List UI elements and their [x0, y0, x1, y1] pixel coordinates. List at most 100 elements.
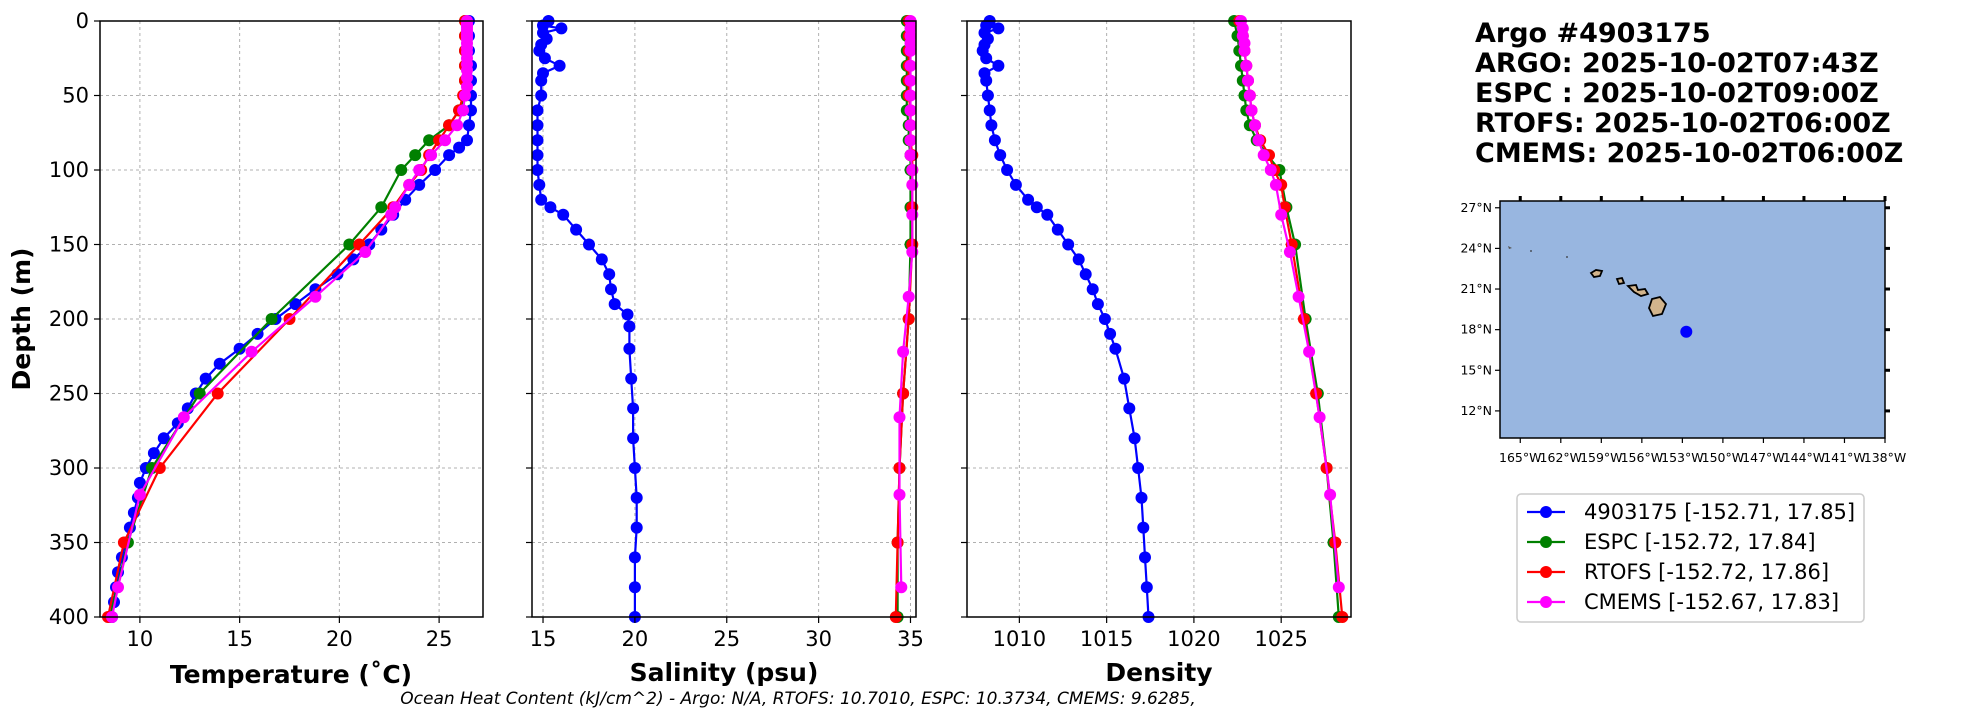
depth-ytick-label: 250	[49, 382, 89, 406]
density-argo-point	[1009, 178, 1022, 191]
salinity-argo-point	[555, 22, 568, 35]
density-cmems-point	[1245, 104, 1258, 117]
salinity-argo-point	[623, 342, 636, 355]
salinity-rtofs-point	[897, 387, 910, 400]
density-argo-point	[1128, 432, 1141, 445]
density-cmems-line	[1239, 20, 1340, 588]
density-xtick-label: 1020	[1167, 627, 1220, 651]
salinity-cmems-point	[904, 104, 917, 117]
temperature-cmems-point	[403, 178, 416, 191]
density-argo-point	[1041, 208, 1054, 221]
density-argo-point	[1001, 164, 1014, 176]
density-argo-point	[1137, 521, 1150, 534]
density-argo-point	[1098, 313, 1111, 325]
temperature-espc-point	[265, 313, 278, 325]
island-necker	[1530, 250, 1532, 252]
density-argo-point	[1135, 491, 1148, 504]
legend-argo-marker	[1540, 506, 1552, 518]
salinity-argo-point	[531, 164, 544, 176]
map-lon-label: 150°W	[1702, 450, 1744, 465]
salinity-argo-point	[625, 372, 638, 385]
temperature-cmems-point	[461, 71, 473, 84]
salinity-argo-point	[628, 462, 641, 474]
salinity-cmems-point	[904, 59, 917, 72]
density-cmems-point	[1303, 345, 1316, 358]
salinity-argo-point	[583, 238, 595, 251]
density-argo-point	[1051, 223, 1064, 236]
density-argo-point	[1132, 462, 1145, 474]
salinity-argo-point	[621, 308, 634, 321]
temperature-cmems-point	[385, 208, 398, 221]
density-cmems-point	[1332, 581, 1345, 594]
density-argo-point	[992, 59, 1005, 72]
map-lon-label: 156°W	[1621, 450, 1663, 465]
map-lat-label: 21°N	[1460, 281, 1492, 296]
temperature-xtick-label: 15	[226, 627, 253, 651]
salinity-argo-point	[557, 208, 570, 221]
density-cmems-point	[1257, 149, 1270, 162]
density-argo-point	[1123, 402, 1136, 415]
depth-ytick-label: 50	[62, 84, 89, 108]
temperature-cmems-point	[457, 104, 470, 117]
temperature-argo-point	[429, 164, 442, 176]
salinity-cmems-point	[904, 44, 917, 57]
salinity-argo-point	[531, 134, 544, 147]
info-cmems-time: CMEMS: 2025-10-02T06:00Z	[1475, 138, 1903, 169]
temperature-argo-point	[443, 149, 456, 162]
salinity-cmems-point	[895, 581, 908, 594]
salinity-argo-point	[531, 119, 544, 132]
density-argo-point	[1091, 298, 1104, 311]
location-map: 27°N24°N21°N18°N15°N12°N165°W162°W159°W1…	[1460, 196, 1906, 465]
map-lon-label: 144°W	[1783, 450, 1825, 465]
temperature-rtofs-point	[211, 387, 224, 400]
map-lat-label: 18°N	[1460, 322, 1492, 337]
salinity-xtick-label: 25	[713, 627, 740, 651]
map-lat-label: 24°N	[1460, 240, 1492, 255]
density-panel: 1010 1015 1020 1025 Density	[961, 15, 1352, 687]
island-hawaii	[1648, 295, 1668, 318]
temperature-espc-point	[343, 238, 356, 251]
density-argo-point	[1104, 327, 1117, 340]
density-cmems-point	[1264, 164, 1277, 176]
legend-argo-label: 4903175 [-152.71, 17.85]	[1584, 500, 1855, 524]
density-argo-point	[980, 52, 993, 65]
temperature-argo-point	[199, 372, 212, 385]
salinity-rtofs-point	[902, 313, 915, 325]
island-nihoa-islet	[1508, 246, 1512, 249]
map-lon-label: 147°W	[1742, 450, 1784, 465]
legend-rtofs-label: RTOFS [-152.72, 17.86]	[1584, 560, 1829, 584]
legend-espc-marker	[1540, 536, 1552, 548]
salinity-cmems-point	[904, 74, 917, 87]
temperature-cmems-point	[177, 411, 190, 424]
salinity-cmems-point	[902, 290, 915, 303]
depth-ytick-label: 300	[49, 456, 89, 480]
island-kauai	[1589, 269, 1604, 278]
island-oahu	[1615, 276, 1626, 286]
temperature-xtick-label: 20	[326, 627, 353, 651]
density-argo-point	[1079, 268, 1092, 281]
legend-cmems-label: CMEMS [-152.67, 17.83]	[1584, 590, 1839, 614]
map-lon-label: 138°W	[1864, 450, 1906, 465]
density-argo-point	[1109, 342, 1122, 355]
temperature-espc-point	[375, 201, 388, 214]
info-argo-time: ARGO: 2025-10-02T07:43Z	[1475, 48, 1879, 79]
salinity-cmems-point	[893, 411, 906, 424]
salinity-panel: 15 20 25 30 35 Salinity (psu)	[526, 15, 924, 687]
legend-box	[1516, 493, 1865, 623]
density-argo-point	[1118, 372, 1131, 385]
depth-ytick-label: 0	[76, 9, 89, 33]
salinity-cmems-point	[904, 119, 917, 132]
temperature-cmems-point	[413, 164, 426, 176]
temperature-argo-point	[133, 476, 146, 489]
salinity-argo-point	[535, 74, 548, 87]
density-argo-point	[988, 134, 1001, 147]
temperature-cmems-point	[112, 581, 124, 594]
density-cmems-point	[1283, 246, 1296, 258]
salinity-cmems-point	[904, 134, 917, 147]
density-argo-point	[1072, 253, 1085, 266]
info-espc-time: ESPC : 2025-10-02T09:00Z	[1475, 78, 1879, 109]
density-argo-point	[1139, 551, 1151, 564]
density-cmems-point	[1243, 89, 1256, 102]
density-argo-point	[1030, 201, 1043, 214]
